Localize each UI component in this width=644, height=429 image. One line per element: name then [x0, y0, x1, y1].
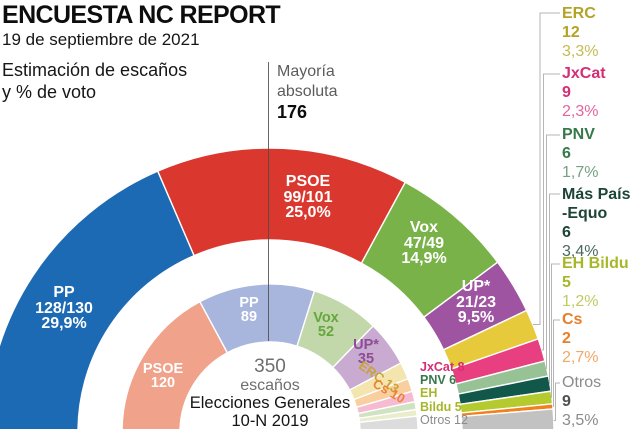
- leader-line-erc: [532, 12, 560, 326]
- outer-label-vox-line-1: Vox: [409, 218, 439, 236]
- inner-label-pp-line-1: PP: [239, 295, 259, 311]
- legend-entry-ehbildu: EH Bildu 5 1,2%: [562, 254, 629, 311]
- legend-pct: 1,7%: [562, 164, 599, 181]
- legend-entry-otros: Otros 9 3,5%: [562, 373, 601, 429]
- outer-label-psoe-line-3: 25,0%: [285, 203, 331, 221]
- legend-seats: 6: [562, 224, 571, 241]
- survey-date: 19 de septiembre de 2021: [2, 30, 200, 49]
- legend-seats: 12: [562, 24, 580, 41]
- outer-label-pp-line-1: PP: [53, 283, 75, 301]
- outer-label-up-line-3: 9,5%: [457, 308, 495, 326]
- legend-pct: 2,3%: [562, 103, 599, 120]
- subtitle-line-2: y % de voto: [2, 82, 97, 102]
- inner-label-pp-line-2: 89: [240, 309, 258, 325]
- inner-ring-side-labels: JxCat 8 PNV 6 EH Bildu 5 Otros 12: [420, 360, 468, 427]
- outer-label-up-line-2: 21/23: [455, 293, 497, 311]
- legend-seats: 6: [562, 145, 571, 162]
- inner-label-up: UP* 35: [353, 337, 379, 367]
- inner-label-psoe: PSOE 120: [142, 361, 184, 391]
- legend-party-name: EH Bildu: [562, 255, 629, 272]
- inner-label-vox-line-1: Vox: [313, 310, 339, 326]
- outer-label-psoe: PSOE 99/101 25,0%: [284, 174, 333, 221]
- legend-party-name-line-2: -Equo: [562, 205, 608, 222]
- leader-line-otros: [553, 382, 560, 421]
- leader-line-ehbildu: [551, 263, 560, 398]
- legend-seats: 9: [562, 393, 571, 410]
- side-label-3: EH: [420, 386, 438, 401]
- legend-pct: 3,3%: [562, 43, 599, 60]
- leader-line-jxcat: [541, 73, 560, 351]
- inner-label-psoe-line-1: PSOE: [142, 361, 184, 377]
- outer-label-psoe-line-1: PSOE: [285, 172, 331, 190]
- side-label-2: PNV 6: [420, 373, 457, 388]
- legend-pct: 1,2%: [562, 293, 599, 310]
- outer-label-vox-line-2: 47/49: [403, 234, 445, 252]
- outer-label-pp: PP 128/130 29,9%: [35, 285, 93, 332]
- subtitle-line-1: Estimación de escaños: [2, 60, 188, 80]
- legend-seats: 5: [562, 274, 571, 291]
- majority-label-line-1: Mayoría: [277, 63, 335, 80]
- outer-label-psoe-line-2: 99/101: [283, 188, 333, 206]
- outer-segment-psoe: [156, 147, 407, 265]
- outer-label-vox-line-3: 14,9%: [401, 249, 447, 267]
- leader-line-cs: [552, 319, 560, 407]
- outer-label-up-line-1: UP*: [461, 277, 491, 295]
- election-name-line-2: 10-N 2019: [231, 412, 309, 429]
- outer-label-vox: Vox 47/49 14,9%: [401, 220, 446, 267]
- legend-entry-cs: Cs 2 2,7%: [562, 310, 598, 367]
- election-name-line-1: Elecciones Generales: [189, 394, 351, 412]
- side-label-4: Bildu 5: [420, 399, 462, 414]
- chart-subtitle: Estimación de escaños y % de voto: [2, 59, 187, 103]
- inner-segment-otros: [358, 415, 419, 429]
- legend-party-name: ERC: [562, 5, 596, 22]
- outer-label-pp-line-3: 29,9%: [41, 314, 87, 332]
- legend-pct: 3,4%: [562, 243, 599, 260]
- page-title: ENCUESTA NC REPORT: [2, 1, 281, 29]
- legend-party-name: PNV: [562, 126, 595, 143]
- legend-seats: 2: [562, 330, 571, 347]
- inner-label-up-line-1: UP*: [353, 337, 379, 353]
- legend-pct: 2,7%: [562, 349, 599, 366]
- inner-label-up-line-2: 35: [357, 351, 375, 367]
- center-annotation: 350 escaños Elecciones Generales 10-N 20…: [190, 357, 351, 429]
- legend-pct: 3,5%: [562, 412, 599, 429]
- outer-segment-otros: [460, 408, 555, 429]
- legend-party-name: Cs: [562, 311, 583, 328]
- side-label-5: Otros 12: [420, 412, 468, 427]
- inner-label-psoe-line-2: 120: [150, 375, 176, 391]
- outer-label-pp-line-2: 128/130: [35, 299, 93, 317]
- legend-entry-maspais: Más País -Equo 6 3,4%: [562, 185, 630, 261]
- inner-label-vox: Vox 52: [313, 310, 339, 340]
- inner-label-vox-line-2: 52: [317, 324, 335, 340]
- legend-party-name: Otros: [562, 374, 602, 391]
- leader-line-maspais: [549, 193, 560, 385]
- legend-party-name-line-1: Más País: [562, 186, 631, 203]
- outer-label-up: UP* 21/23 9,5%: [456, 279, 496, 326]
- majority-label-line-2: absoluta: [277, 83, 338, 100]
- legend-entry-erc: ERC 12 3,3%: [562, 4, 598, 61]
- legend-party-name: JxCat: [562, 65, 606, 82]
- majority-annotation: Mayoría absoluta 176: [277, 62, 338, 122]
- inner-label-pp: PP 89: [239, 295, 259, 325]
- legend-seats: 9: [562, 84, 571, 101]
- total-seats: 350: [254, 356, 286, 377]
- legend-entry-jxcat: JxCat 9 2,3%: [562, 64, 606, 121]
- header: ENCUESTA NC REPORT 19 de septiembre de 2…: [2, 1, 281, 50]
- legend-entry-pnv: PNV 6 1,7%: [562, 125, 598, 182]
- total-seats-unit: escaños: [240, 377, 300, 394]
- majority-value: 176: [277, 102, 308, 122]
- side-label-1: JxCat 8: [420, 360, 465, 374]
- leader-line-pnv: [546, 134, 560, 369]
